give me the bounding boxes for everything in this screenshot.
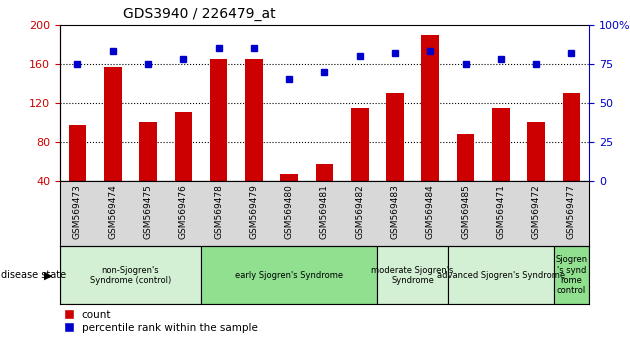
- FancyBboxPatch shape: [554, 246, 589, 304]
- Text: non-Sjogren's
Syndrome (control): non-Sjogren's Syndrome (control): [90, 266, 171, 285]
- Bar: [104, 67, 122, 219]
- Bar: [280, 174, 298, 219]
- Bar: [175, 113, 192, 219]
- Bar: [386, 93, 404, 219]
- Bar: [316, 164, 333, 219]
- FancyBboxPatch shape: [448, 246, 554, 304]
- FancyBboxPatch shape: [60, 246, 201, 304]
- Text: early Sjogren's Syndrome: early Sjogren's Syndrome: [235, 271, 343, 280]
- Bar: [492, 108, 510, 219]
- Bar: [69, 125, 86, 219]
- Bar: [139, 122, 157, 219]
- Text: GSM569479: GSM569479: [249, 184, 258, 239]
- Bar: [527, 122, 545, 219]
- Text: GSM569471: GSM569471: [496, 184, 505, 239]
- Text: GSM569476: GSM569476: [179, 184, 188, 239]
- Text: GSM569473: GSM569473: [73, 184, 82, 239]
- FancyBboxPatch shape: [201, 246, 377, 304]
- Text: GSM569481: GSM569481: [320, 184, 329, 239]
- Text: GSM569480: GSM569480: [285, 184, 294, 239]
- Text: GSM569472: GSM569472: [532, 184, 541, 239]
- Bar: [351, 108, 369, 219]
- Bar: [421, 34, 439, 219]
- Text: GSM569484: GSM569484: [426, 184, 435, 239]
- Text: ▶: ▶: [44, 270, 53, 280]
- Text: GSM569483: GSM569483: [391, 184, 399, 239]
- Text: GSM569482: GSM569482: [355, 184, 364, 239]
- Legend: count, percentile rank within the sample: count, percentile rank within the sample: [65, 310, 258, 333]
- Text: moderate Sjogren's
Syndrome: moderate Sjogren's Syndrome: [372, 266, 454, 285]
- Text: disease state: disease state: [1, 270, 66, 280]
- Text: GSM569475: GSM569475: [144, 184, 152, 239]
- Bar: [210, 59, 227, 219]
- FancyBboxPatch shape: [377, 246, 448, 304]
- Text: GSM569478: GSM569478: [214, 184, 223, 239]
- Bar: [245, 59, 263, 219]
- Bar: [457, 134, 474, 219]
- Text: advanced Sjogren's Syndrome: advanced Sjogren's Syndrome: [437, 271, 565, 280]
- Text: GSM569485: GSM569485: [461, 184, 470, 239]
- Text: Sjogren
's synd
rome
control: Sjogren 's synd rome control: [556, 255, 587, 295]
- Text: GSM569474: GSM569474: [108, 184, 117, 239]
- Text: GSM569477: GSM569477: [567, 184, 576, 239]
- Text: GDS3940 / 226479_at: GDS3940 / 226479_at: [123, 7, 276, 21]
- Bar: [563, 93, 580, 219]
